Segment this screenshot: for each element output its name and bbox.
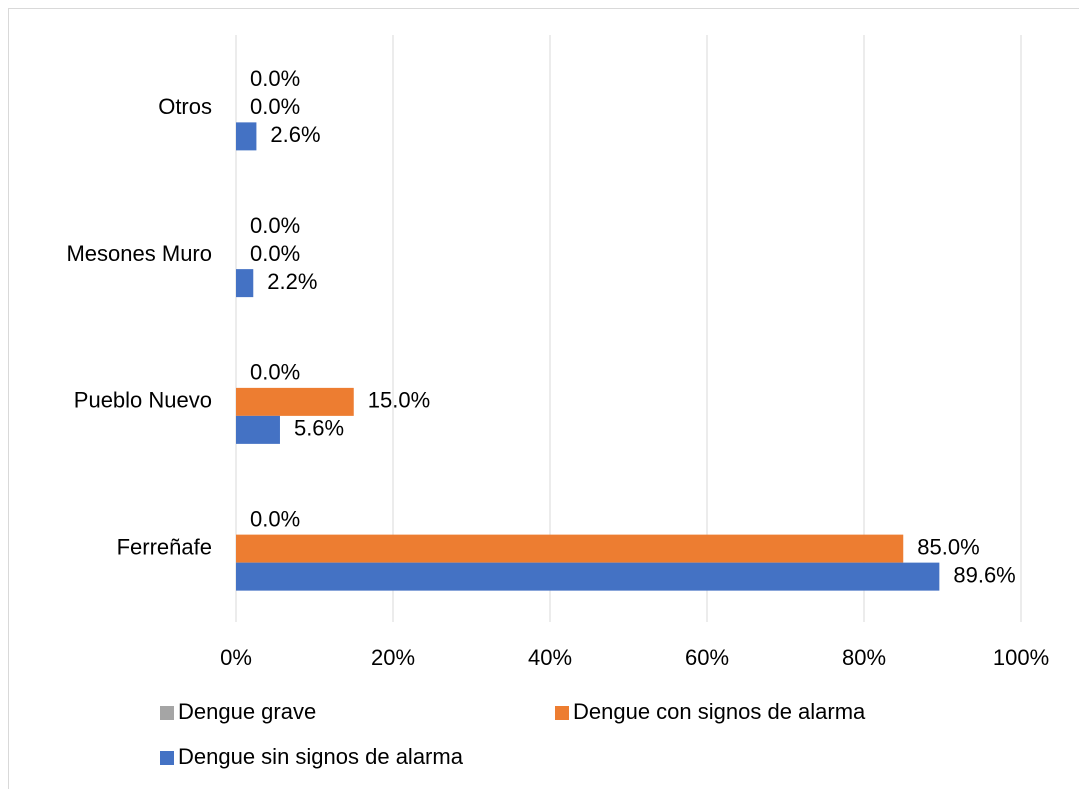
- bar: [236, 534, 904, 563]
- data-label: 15.0%: [368, 388, 430, 413]
- x-tick-label: 20%: [371, 645, 415, 670]
- data-label: 89.6%: [953, 562, 1015, 587]
- data-label: 5.6%: [294, 416, 344, 441]
- data-label: 2.6%: [270, 122, 320, 147]
- x-tick-label: 40%: [528, 645, 572, 670]
- data-label: 85.0%: [917, 534, 979, 559]
- legend-swatch: [555, 706, 569, 720]
- data-label: 0.0%: [250, 94, 300, 119]
- legend-swatch: [160, 706, 174, 720]
- legend-label: Dengue sin signos de alarma: [178, 744, 464, 769]
- y-tick-label: Otros: [158, 94, 212, 119]
- data-label: 0.0%: [250, 66, 300, 91]
- x-tick-label: 60%: [685, 645, 729, 670]
- bar: [236, 562, 940, 591]
- y-tick-label: Pueblo Nuevo: [74, 388, 212, 413]
- y-tick-label: Ferreñafe: [117, 534, 212, 559]
- bar: [236, 415, 280, 444]
- data-label: 0.0%: [250, 241, 300, 266]
- x-tick-label: 100%: [993, 645, 1049, 670]
- legend-label: Dengue grave: [178, 699, 316, 724]
- legend-label: Dengue con signos de alarma: [573, 699, 866, 724]
- bar: [236, 387, 354, 416]
- data-label: 2.2%: [267, 269, 317, 294]
- data-label: 0.0%: [250, 213, 300, 238]
- bar: [236, 269, 254, 298]
- bar: [236, 122, 257, 151]
- y-tick-label: Mesones Muro: [66, 241, 212, 266]
- x-tick-label: 80%: [842, 645, 886, 670]
- x-tick-label: 0%: [220, 645, 252, 670]
- legend-swatch: [160, 751, 174, 765]
- data-label: 0.0%: [250, 506, 300, 531]
- chart-frame: [8, 8, 1079, 789]
- data-label: 0.0%: [250, 360, 300, 385]
